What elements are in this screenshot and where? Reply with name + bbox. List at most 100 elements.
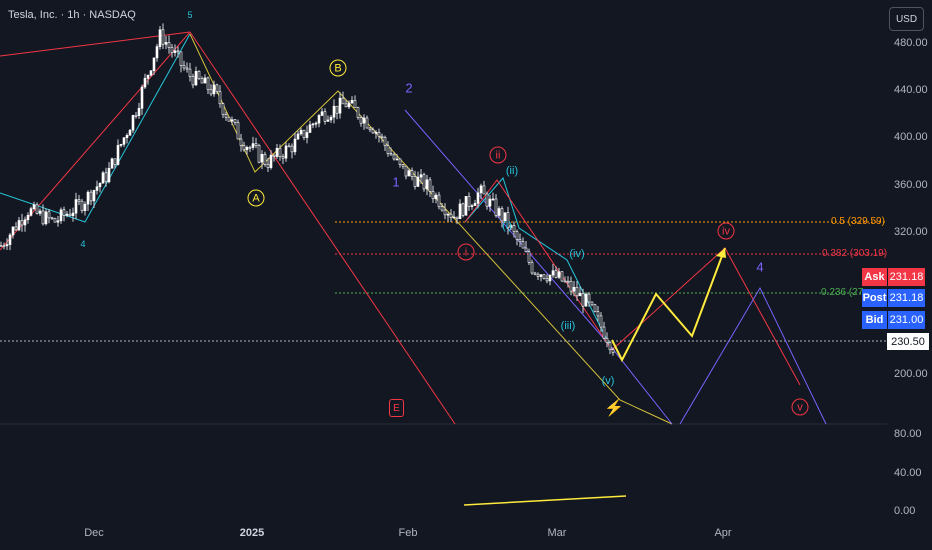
candle-body [434,194,438,200]
price-tick: 320.00 [894,226,928,238]
wave-label-sub-i: (i) [502,220,512,232]
wave-label-iv: iv [717,222,735,240]
last-price-label: 230.50 [887,333,929,350]
candle-body [563,280,567,283]
candle-body [266,164,270,168]
time-tick: Feb [398,527,418,539]
candle-body [218,91,222,105]
teal-wave-line [0,33,191,223]
earnings-marker[interactable]: E [389,399,404,417]
candle-body [173,50,177,53]
candle-body [383,137,387,146]
candle-body [425,179,429,190]
candle-body [137,107,141,117]
candle-body [611,349,615,353]
wave-label-sub-v: (v) [601,375,615,387]
volume-trend-line [463,495,627,506]
candle-body [272,154,276,157]
candle-body [236,122,240,140]
candle-body [188,68,192,77]
candle-body [422,174,426,190]
candle-body [119,144,123,146]
candle-body [269,154,273,168]
candle-body [230,119,234,122]
yellow-abc-line [189,33,673,425]
candle-body [449,213,453,218]
candle-body [242,145,246,151]
candle-body [548,274,552,282]
candle-body [428,179,432,192]
candle-body [485,193,489,207]
candle-body [440,206,444,211]
candle-body [533,272,537,275]
candle-body [287,145,291,148]
candle-body [59,209,63,222]
candle-body [281,156,285,159]
wave-label-v: v [791,398,809,416]
candle-body [284,145,288,159]
wave-label-sub-iii: (iii) [560,320,576,332]
candle-body [314,122,318,125]
wave-label-sub-iv: (iv) [569,248,585,260]
candle-body [164,42,168,45]
candle-body [161,29,165,45]
candle-body [542,274,546,279]
currency-button[interactable]: USD [889,7,924,31]
candle-body [11,226,15,236]
candle-body [368,127,372,131]
candle-body [599,315,603,328]
split-icon[interactable]: ⚡ [604,400,624,417]
candle-body [335,105,339,114]
candle-body [308,124,312,133]
candle-body [167,42,171,48]
candle-body [239,138,243,146]
candle-body [431,191,435,200]
candle-body [419,174,423,178]
candle-body [125,135,129,139]
candle-body [23,219,27,226]
wave-label-a: A [247,189,265,207]
candle-body [83,203,87,211]
candle-body [575,286,579,297]
candle-body [413,176,417,187]
candle-body [539,274,543,277]
candle-body [155,46,159,59]
wave-label-ii: ii [489,146,507,164]
candle-body [179,51,183,66]
candle-body [503,212,507,222]
price-tick: 400.00 [894,131,928,143]
candle-body [296,133,300,140]
candle-body [200,78,204,84]
yellow-projection [611,247,726,363]
candle-body [245,146,249,151]
candle-body [530,262,534,274]
wave-label-1: 1 [392,174,400,190]
candle-body [68,213,72,216]
candle-body [386,145,390,154]
candle-body [476,192,480,204]
candle-body [290,145,294,153]
symbol-title[interactable]: Tesla, Inc. · 1h · NASDAQ [8,9,136,21]
teal-subwave-line [464,176,613,351]
candle-body [410,170,414,177]
candle-body [8,234,12,245]
candle-body [407,170,411,177]
candle-body [401,164,405,167]
candle-body [398,158,402,165]
candle-body [233,119,237,123]
candle-body [41,210,45,225]
candle-body [569,281,573,292]
candle-body [65,213,69,216]
purple-projection [679,286,827,425]
candle-body [170,47,174,53]
candle-body [497,208,501,216]
candle-body [257,144,261,163]
candle-body [347,102,351,108]
candle-body [443,209,447,216]
candle-body [365,117,369,129]
candle-body [302,129,306,138]
candle-body [35,204,39,214]
candlesticks [0,23,615,356]
candle-body [551,270,555,276]
